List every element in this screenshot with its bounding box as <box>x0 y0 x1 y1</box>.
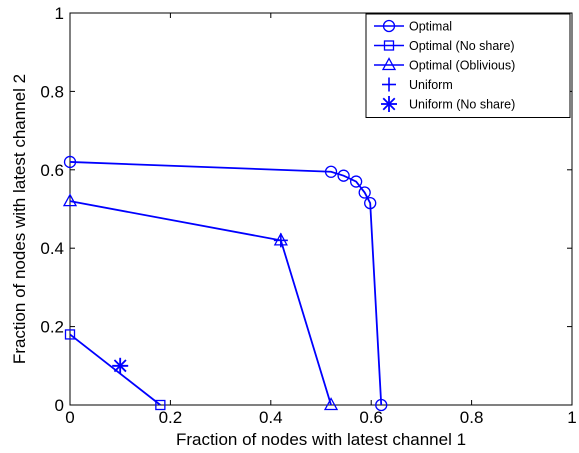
x-tick-label: 0.2 <box>159 408 183 427</box>
legend-label: Optimal (No share) <box>409 39 515 53</box>
legend-marker-circle <box>382 19 396 33</box>
ast-d2 <box>113 359 127 373</box>
legend-entry: Optimal (No share) <box>374 39 515 53</box>
series-asterisk <box>112 357 129 374</box>
y-tick-label: 0.4 <box>40 239 64 258</box>
series-line <box>69 161 383 406</box>
x-axis-label: Fraction of nodes with latest channel 1 <box>176 430 466 449</box>
legend-entry: Optimal <box>374 20 452 34</box>
data-point-square <box>155 399 166 411</box>
legend-entry: Uniform <box>382 77 453 92</box>
data-point-circle <box>63 155 77 169</box>
legend-marker-triangle <box>381 57 397 71</box>
data-point-circle <box>324 165 338 178</box>
legend-marker-square <box>383 40 395 51</box>
x-tick-label: 0.4 <box>259 408 283 427</box>
data-point-circle <box>364 196 377 210</box>
data-point-triangle <box>62 193 78 207</box>
ast-d2 <box>382 97 396 111</box>
series-circle <box>63 155 388 412</box>
legend-label: Optimal <box>409 20 452 34</box>
data-point-triangle <box>323 397 339 411</box>
y-axis-label: Fraction of nodes with latest channel 2 <box>10 74 29 364</box>
y-tick-label: 0.2 <box>40 318 64 337</box>
data-point-plus <box>273 233 288 248</box>
y-tick-label: 0.6 <box>40 161 64 180</box>
data-point-circle <box>375 398 388 412</box>
data-point-circle <box>337 169 350 182</box>
data-point-square <box>64 329 76 340</box>
y-tick-label: 0 <box>55 396 64 415</box>
data-point-circle <box>349 175 363 188</box>
legend-label: Optimal (Oblivious) <box>409 59 515 73</box>
legend-entry: Optimal (Oblivious) <box>374 57 515 73</box>
x-tick-label: 0 <box>65 408 74 427</box>
x-tick-label: 0.8 <box>460 408 484 427</box>
legend-label: Uniform <box>409 78 453 92</box>
data-point-circle <box>358 186 371 199</box>
y-tick-label: 0.8 <box>40 82 64 101</box>
legend-marker-asterisk <box>381 96 397 112</box>
legend-marker-plus <box>382 77 396 92</box>
legend-label: Uniform (No share) <box>409 98 515 112</box>
legend-entry: Uniform (No share) <box>381 96 515 112</box>
data-point-asterisk <box>112 357 129 374</box>
y-tick-label: 1 <box>55 4 64 23</box>
x-tick-label: 0.6 <box>359 408 383 427</box>
x-tick-label: 1 <box>567 408 576 427</box>
